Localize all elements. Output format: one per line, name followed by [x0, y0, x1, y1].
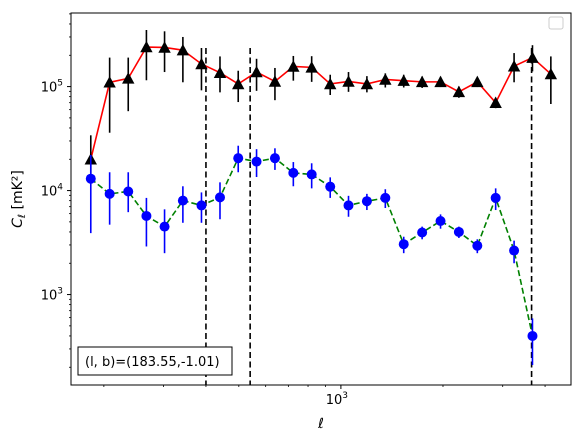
- y-axis-label: Cℓ [mK²]: [10, 170, 28, 228]
- data-point: [195, 57, 208, 70]
- data-point: [287, 60, 300, 72]
- data-point: [251, 156, 262, 167]
- data-point: [434, 75, 447, 88]
- data-point: [379, 73, 392, 85]
- data-point: [526, 51, 539, 63]
- data-point: [85, 173, 96, 184]
- axes-frame: [70, 12, 572, 386]
- data-point: [159, 221, 170, 232]
- legend-frame: [548, 16, 564, 30]
- data-point: [509, 245, 520, 256]
- annotation-frame: [77, 346, 233, 376]
- data-point: [380, 192, 391, 203]
- data-point: [176, 43, 190, 56]
- data-point: [527, 330, 538, 341]
- data-point: [122, 72, 135, 84]
- data-point: [544, 67, 558, 80]
- data-point: [177, 195, 188, 206]
- data-point: [324, 77, 337, 90]
- vertical-lines: [205, 48, 533, 385]
- series-layer: [84, 30, 558, 366]
- x-axis-label: ℓ: [317, 416, 324, 432]
- data-point: [306, 169, 317, 180]
- annotation-text: (l, b)=(183.55,-1.01): [85, 355, 220, 370]
- data-point: [490, 192, 501, 203]
- data-point: [360, 77, 374, 90]
- data-point: [472, 240, 483, 251]
- data-point: [268, 75, 282, 87]
- data-point: [343, 200, 354, 211]
- legend-box: [548, 16, 564, 30]
- data-point: [104, 188, 115, 199]
- data-point: [305, 61, 318, 73]
- data-point: [233, 153, 244, 164]
- annotation-box: (l, b)=(183.55,-1.01): [77, 346, 233, 376]
- data-point: [325, 181, 336, 192]
- data-point: [158, 41, 171, 53]
- data-point: [342, 75, 355, 87]
- data-point: [471, 75, 484, 88]
- series-1: [85, 145, 538, 366]
- data-point: [489, 96, 502, 108]
- data-point: [140, 40, 153, 53]
- data-point: [415, 75, 429, 88]
- data-point: [417, 227, 428, 238]
- data-point: [269, 153, 280, 164]
- data-point: [397, 74, 410, 86]
- data-point: [250, 65, 263, 78]
- data-point: [288, 167, 299, 178]
- data-point: [213, 66, 227, 78]
- data-point: [196, 200, 207, 211]
- data-point: [123, 186, 134, 197]
- data-point: [141, 210, 152, 221]
- data-point: [435, 215, 446, 226]
- data-point: [361, 196, 372, 207]
- data-point: [453, 226, 464, 237]
- data-point: [398, 239, 409, 250]
- data-point: [507, 60, 521, 72]
- data-point: [103, 76, 116, 88]
- data-point: [232, 77, 245, 90]
- series-0: [84, 30, 558, 176]
- data-point: [214, 192, 225, 203]
- data-point: [452, 85, 466, 98]
